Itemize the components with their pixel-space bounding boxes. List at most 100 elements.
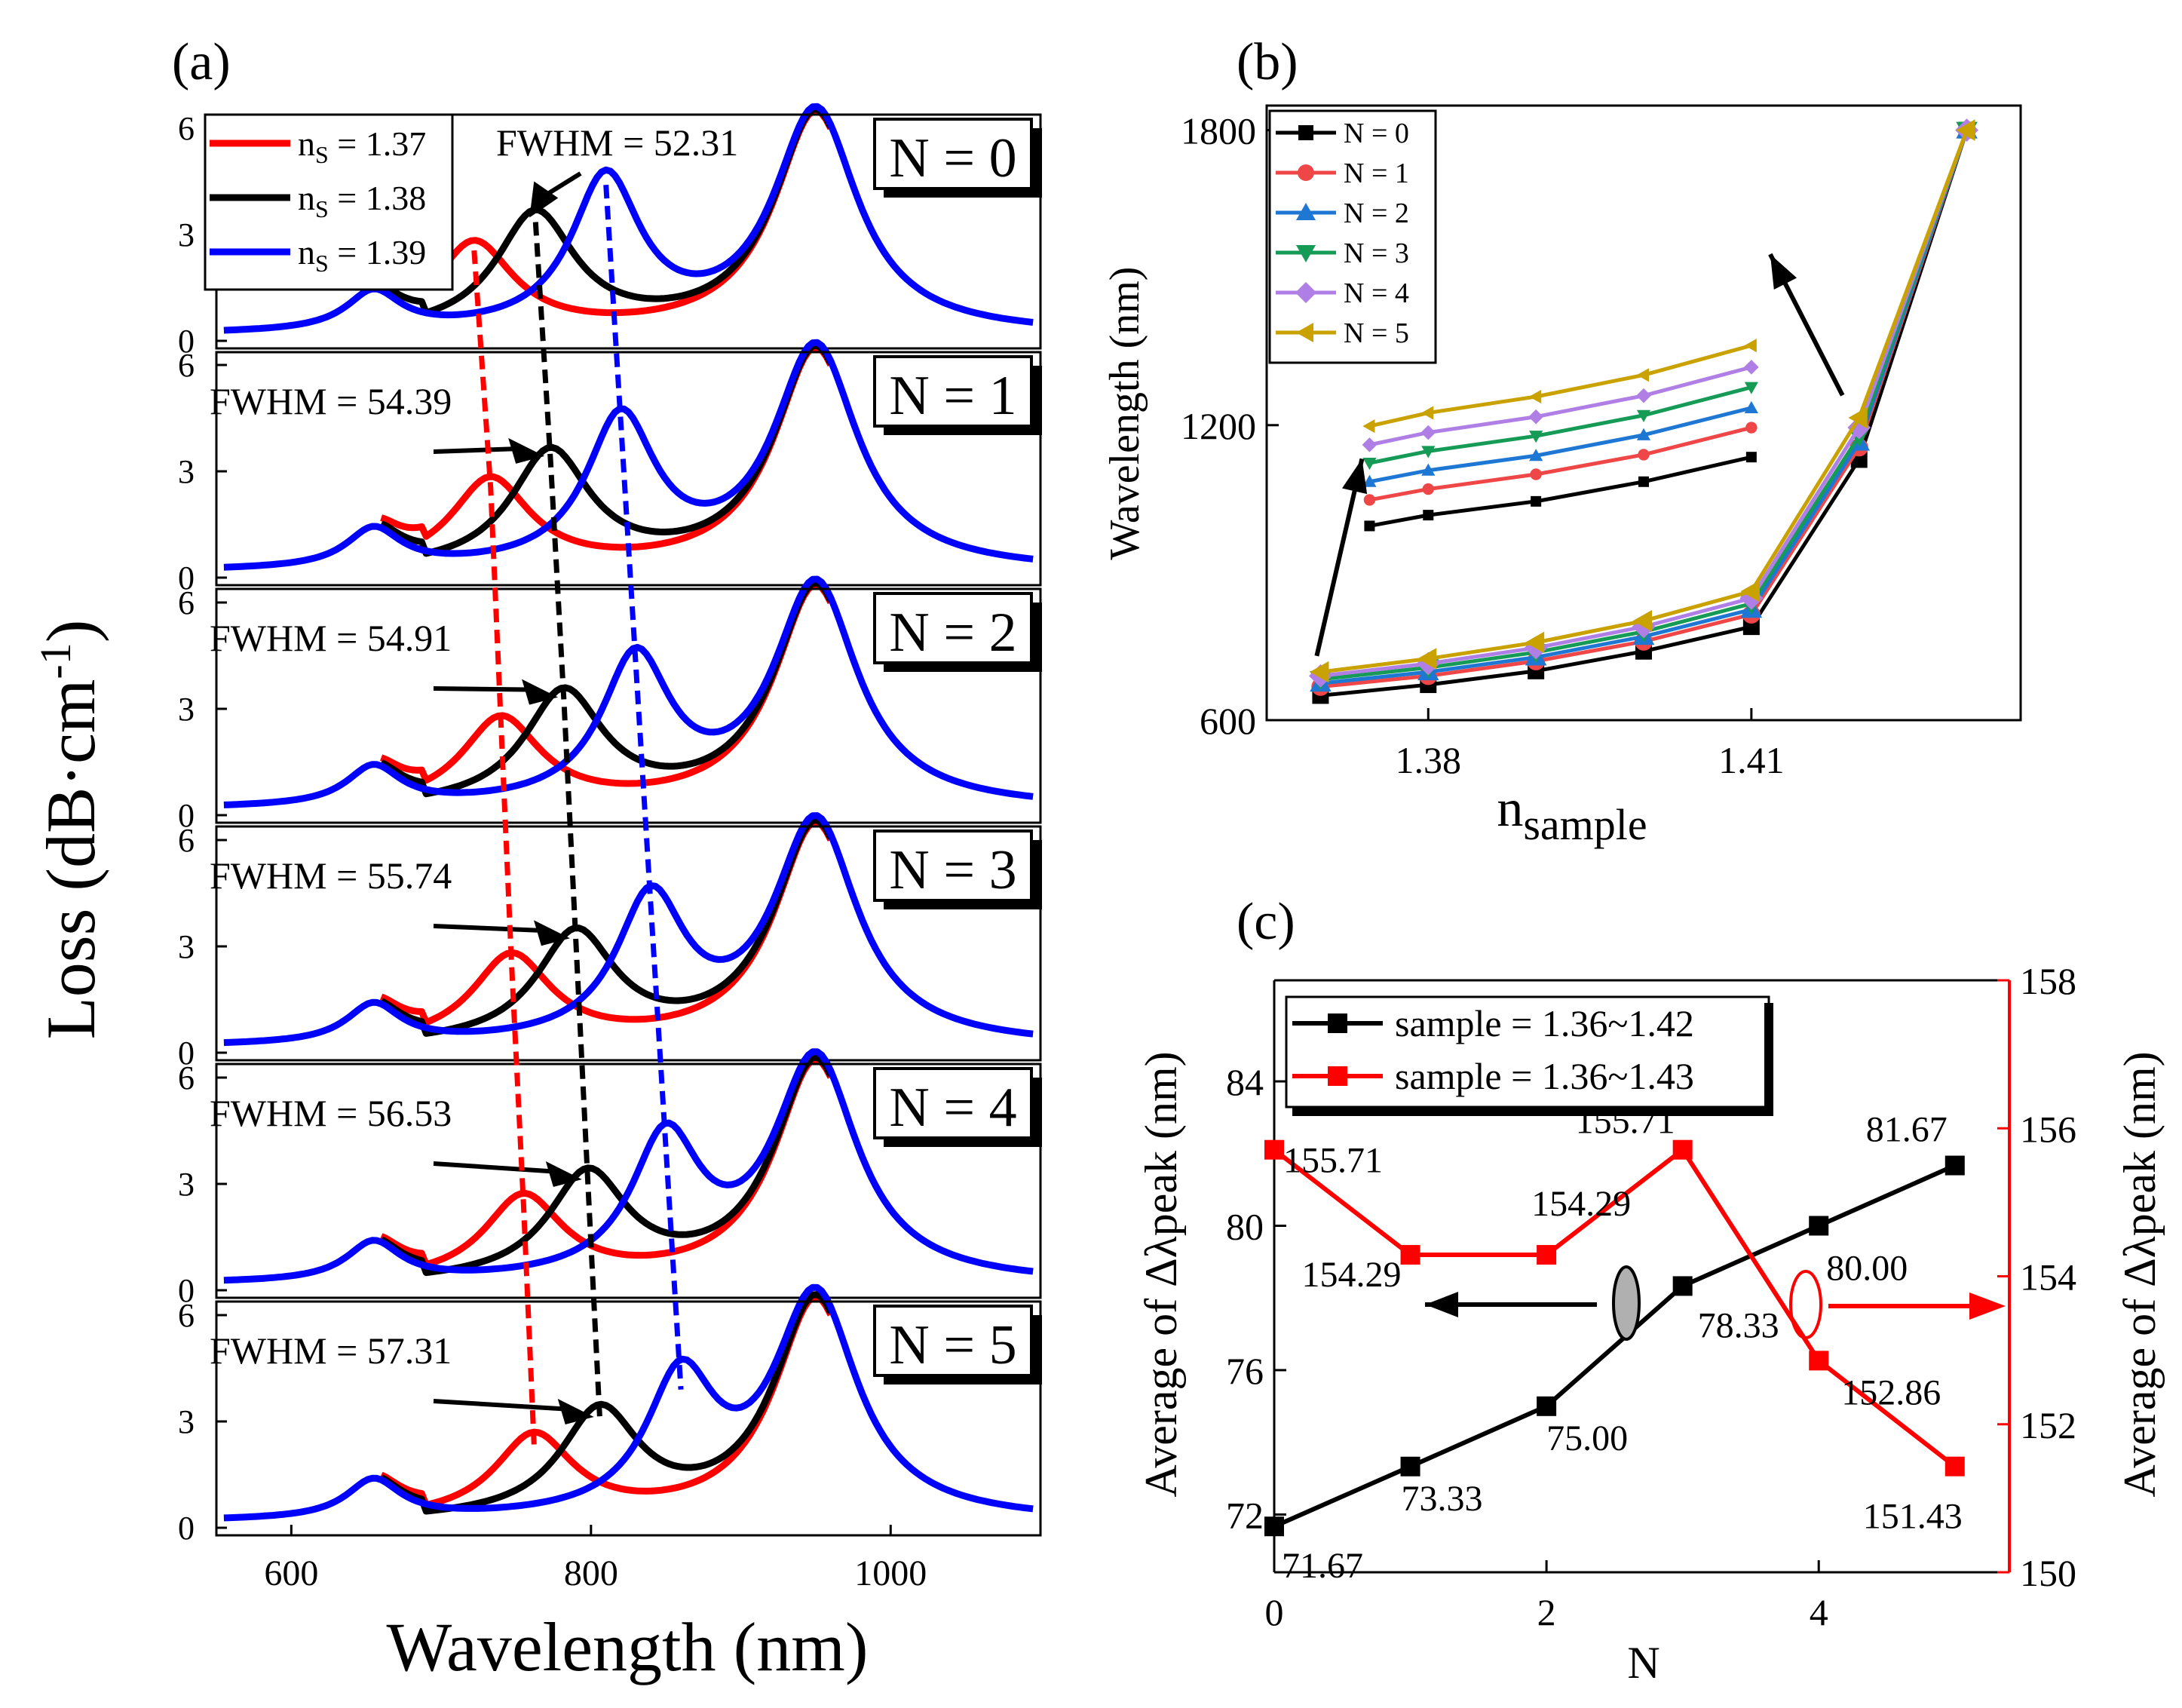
n-label: N = 4 [889, 1077, 1016, 1139]
blue-loss-curve [223, 1283, 1034, 1522]
triangle-up-marker [1296, 203, 1316, 220]
n-label-box [873, 829, 1033, 902]
y-tick-label: 6 [178, 1297, 195, 1334]
circle-marker [1363, 494, 1376, 506]
legend-sub: S [315, 250, 329, 277]
n-label-box [873, 1305, 1033, 1377]
legend-sub: S [315, 195, 329, 222]
triangle-down-marker [1421, 446, 1436, 458]
y-tick-label: 1800 [1181, 110, 1256, 152]
triangle-left-marker [1421, 406, 1434, 420]
n-label-box [873, 592, 1033, 664]
n-label: N = 5 [889, 1314, 1016, 1376]
circle-marker [1298, 164, 1314, 181]
triangle-down-marker [1636, 409, 1651, 422]
legend-marker [1328, 1013, 1347, 1033]
ylabel-main: Loss (dB·cm [32, 679, 109, 1040]
panel-a: 0 3 6 N = 0 FWHM = 52.31 0 3 6 N = 1 FWHM = 54.39… [31, 33, 1042, 1685]
legend-n: n [298, 179, 315, 217]
legend-value: = 1.37 [329, 124, 426, 163]
y-tick-label: 0 [178, 1035, 195, 1072]
subplot-n3: 0 3 6 N = 3 FWHM = 55.74 [178, 812, 1042, 1072]
y-tick-label: 6 [178, 584, 195, 621]
fwhm-label: FWHM = 54.39 [210, 380, 452, 422]
y-tick-label: 0 [178, 797, 195, 834]
y-right-tick-label: 154 [2020, 1256, 2076, 1299]
fwhm-arrow [433, 924, 548, 934]
blue-loss-curve [223, 575, 1034, 808]
legend-box [1268, 109, 1437, 364]
data-label: 71.67 [1282, 1546, 1363, 1586]
y-tick-label: 600 [1200, 700, 1256, 742]
square-marker [1364, 520, 1375, 532]
subplot-n1: 0 3 6 N = 1 FWHM = 54.39 [178, 339, 1042, 596]
triangle-left-marker [1362, 419, 1375, 434]
fwhm-arrowhead [557, 1399, 594, 1424]
legend-value: = 1.38 [329, 179, 426, 217]
triangle-left-marker [1740, 580, 1760, 603]
n-label: N = 3 [889, 839, 1016, 901]
triangle-down-marker [1362, 458, 1377, 471]
black-loss-curve [379, 817, 834, 1037]
legend-entry: nS = 1.38 [298, 179, 426, 222]
legend-entry: sample = 1.36~1.43 [1395, 1055, 1694, 1097]
legend-marker [1328, 1066, 1347, 1086]
data-label: 154.29 [1531, 1184, 1631, 1224]
zoom-arrow-left [1314, 458, 1365, 657]
n-label-box [873, 355, 1033, 428]
triangle-down-marker [1296, 245, 1316, 262]
square-marker [1423, 510, 1434, 521]
legend-n: n [298, 124, 315, 163]
data-label: 154.29 [1302, 1255, 1402, 1295]
fwhm-arrowhead [508, 437, 545, 464]
y-tick-label: 3 [178, 691, 195, 728]
circle-marker [1530, 468, 1542, 480]
circle-marker [1745, 422, 1758, 434]
subplot-frame [215, 587, 1042, 824]
subplot-n2: 0 3 6 N = 2 FWHM = 54.91 [178, 575, 1042, 834]
y-tick-label: 6 [178, 110, 195, 147]
blue-loss-curve [223, 812, 1034, 1047]
series-n5 [1310, 119, 1975, 683]
subplot-frame [215, 351, 1042, 587]
blue-loss-curve [223, 339, 1034, 571]
triangle-left-marker [1632, 609, 1652, 632]
legend-value: = 1.39 [329, 233, 426, 271]
legend-n: n [298, 233, 315, 271]
y-tick-label: 3 [178, 1403, 195, 1440]
data-label: 152.86 [1841, 1372, 1941, 1412]
legend-entry: N = 3 [1344, 238, 1409, 269]
y-right-tick-label: 156 [2020, 1108, 2076, 1150]
black-loss-curve [379, 342, 834, 557]
zoom-arrow-left-head [1342, 458, 1368, 495]
square-marker [1742, 618, 1760, 636]
data-label: 73.33 [1402, 1479, 1483, 1519]
y-tick-label: 0 [178, 560, 195, 596]
square-marker [1944, 1155, 1965, 1176]
panel-b-label: (b) [1237, 33, 1298, 91]
xlabel-n: n [1497, 780, 1523, 838]
legend-box-shadow-free [1285, 995, 1770, 1109]
diamond-marker [1636, 388, 1651, 403]
y-tick-label: 6 [178, 1059, 195, 1096]
y-right-tick-label: 158 [2020, 960, 2076, 1002]
black-peak-trace [532, 222, 603, 1422]
legend-entry: N = 1 [1344, 158, 1409, 189]
legend-entry: N = 4 [1344, 278, 1409, 309]
n-label-box [873, 118, 1033, 190]
triangle-left-marker [1848, 406, 1868, 429]
square-marker [1809, 1351, 1829, 1371]
square-marker [1400, 1245, 1420, 1265]
triangle-down-marker [1529, 431, 1543, 443]
square-marker [1944, 1456, 1965, 1476]
triangle-up-marker [1744, 400, 1758, 413]
y-tick-label: 3 [178, 453, 195, 490]
subplot-n0: 0 3 6 N = 0 FWHM = 52.31 [178, 103, 1042, 360]
legend-entry: nS = 1.37 [298, 124, 426, 168]
square-marker [1672, 1276, 1693, 1296]
triangle-left-marker [1744, 339, 1757, 353]
fwhm-label: FWHM = 55.74 [210, 854, 452, 897]
panel-c: 72 76 80 84 150 152 154 156 158 0 2 4 71.67 73.33 75.0… [1136, 893, 2165, 1688]
legend-sub: S [315, 141, 329, 168]
